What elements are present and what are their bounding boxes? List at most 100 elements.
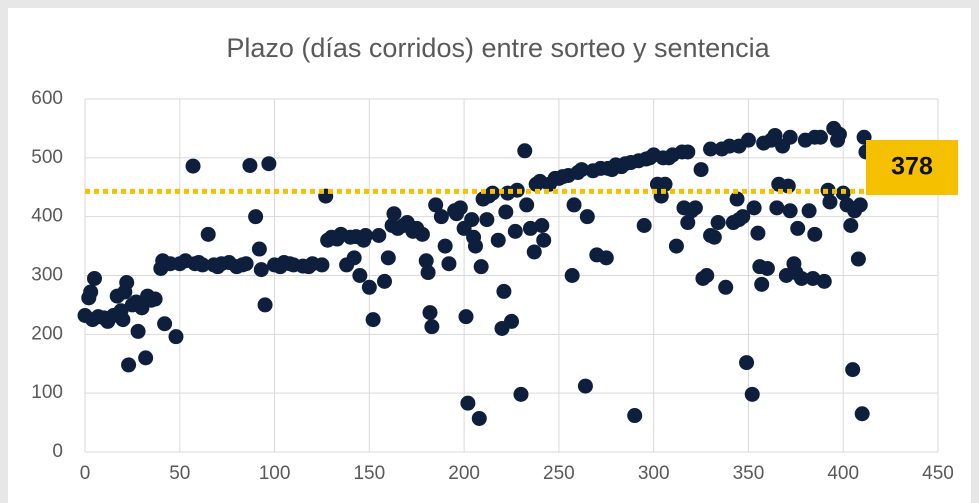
point [253, 262, 269, 278]
point [831, 126, 847, 142]
point [433, 209, 449, 225]
point [473, 259, 489, 275]
point [467, 238, 483, 254]
y-tick-label: 600 [31, 88, 63, 109]
point [767, 127, 783, 143]
y-tick-label: 500 [31, 147, 63, 168]
y-tick-label: 400 [31, 206, 63, 227]
point [816, 273, 832, 289]
point [418, 253, 434, 269]
point [739, 355, 755, 371]
point [746, 200, 762, 216]
point [564, 268, 580, 283]
point [314, 257, 330, 273]
point [687, 200, 703, 216]
annotation-box [866, 140, 958, 195]
point [735, 209, 751, 225]
point [636, 217, 652, 233]
point [657, 176, 673, 192]
point [526, 244, 542, 260]
point [437, 238, 453, 254]
point [471, 410, 487, 426]
point [574, 162, 590, 178]
point [356, 232, 372, 248]
point [200, 226, 216, 242]
point [668, 238, 684, 254]
y-tick-label: 0 [52, 441, 63, 462]
point [517, 143, 533, 159]
point [579, 209, 595, 225]
point [361, 279, 377, 295]
point [386, 206, 402, 222]
point [534, 217, 550, 233]
point [822, 194, 838, 210]
point [820, 182, 836, 198]
point [329, 231, 345, 247]
point [513, 386, 529, 402]
point [790, 220, 806, 236]
x-tick-label: 250 [543, 463, 575, 484]
point [731, 138, 747, 154]
point [780, 178, 796, 194]
annotation: 378 [891, 153, 933, 181]
x-tick-label: 150 [353, 463, 385, 484]
x-tick-label: 200 [448, 463, 480, 484]
point [623, 155, 639, 171]
point [352, 268, 368, 283]
point [536, 232, 552, 248]
x-tick-label: 100 [259, 463, 291, 484]
point [703, 141, 719, 157]
point [854, 406, 870, 422]
point [428, 197, 444, 213]
point [504, 313, 519, 329]
point [528, 176, 544, 192]
chart-title: Plazo (días corridos) entre sorteo y sen… [226, 33, 770, 63]
point [680, 215, 696, 231]
point [801, 203, 817, 219]
point [121, 357, 137, 373]
point [449, 206, 465, 222]
point [744, 386, 760, 402]
point [782, 129, 798, 145]
point [699, 268, 715, 283]
point [490, 232, 506, 248]
x-tick-label: 50 [169, 463, 190, 484]
point [301, 259, 317, 275]
point [242, 157, 258, 173]
point [843, 217, 859, 233]
x-tick-label: 0 [80, 463, 91, 484]
point [782, 203, 798, 219]
point [371, 227, 387, 243]
point [759, 260, 775, 276]
point [638, 151, 654, 167]
point [405, 223, 421, 239]
y-tick-label: 100 [31, 382, 63, 403]
x-tick-label: 300 [638, 463, 670, 484]
point [852, 197, 868, 213]
point [519, 197, 535, 213]
point [234, 257, 250, 273]
x-tick-label: 350 [733, 463, 765, 484]
point [805, 270, 821, 286]
point [496, 283, 512, 299]
point [750, 225, 766, 241]
point [424, 319, 440, 335]
point [710, 215, 726, 231]
point [365, 312, 381, 328]
point [422, 305, 438, 321]
point [566, 197, 582, 213]
point [627, 408, 643, 424]
point [706, 229, 722, 245]
point [680, 144, 696, 160]
point [420, 265, 436, 281]
point [147, 291, 163, 307]
chart-area [8, 8, 971, 503]
point [522, 220, 538, 236]
point [157, 316, 173, 332]
point [756, 135, 772, 151]
point [845, 362, 861, 378]
point [185, 158, 201, 174]
point [376, 273, 392, 289]
point [210, 259, 226, 275]
